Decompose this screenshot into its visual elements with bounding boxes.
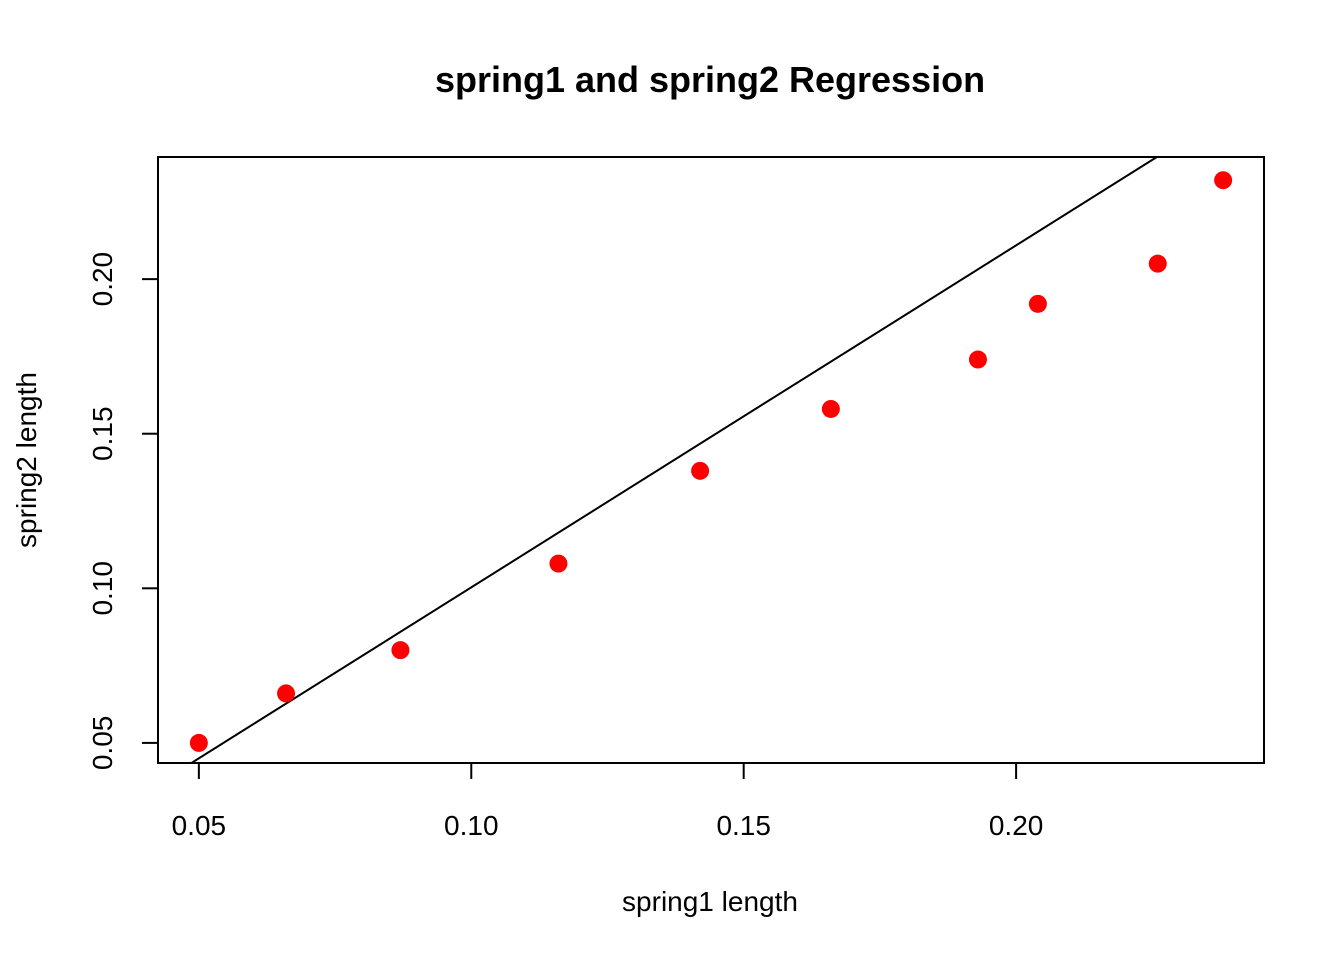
y-tick-label: 0.10	[87, 561, 118, 616]
data-point	[968, 350, 987, 369]
y-tick-label: 0.15	[87, 406, 118, 461]
chart-title: spring1 and spring2 Regression	[435, 59, 985, 100]
data-point	[277, 684, 296, 703]
data-point	[549, 554, 568, 573]
data-point	[1148, 254, 1167, 273]
plot-frame	[157, 156, 1265, 764]
y-tick-label: 0.05	[87, 716, 118, 771]
x-axis: 0.05 0.10 0.15 0.20	[172, 762, 1044, 841]
x-tick-label: 0.05	[172, 810, 227, 841]
data-point	[189, 733, 208, 752]
y-tick-label: 0.20	[87, 252, 118, 307]
data-point	[391, 641, 410, 660]
data-point	[691, 461, 710, 480]
points-layer	[189, 171, 1233, 752]
regression-line	[190, 156, 1158, 764]
regression-layer	[190, 156, 1158, 764]
data-point	[1214, 171, 1233, 190]
x-tick-label: 0.10	[444, 810, 499, 841]
data-point	[1028, 294, 1047, 313]
y-axis: 0.05 0.10 0.15 0.20	[87, 252, 159, 771]
y-axis-label: spring2 length	[11, 372, 42, 548]
x-tick-label: 0.15	[716, 810, 771, 841]
x-axis-label: spring1 length	[622, 886, 798, 917]
data-point	[821, 399, 840, 418]
x-tick-label: 0.20	[989, 810, 1044, 841]
